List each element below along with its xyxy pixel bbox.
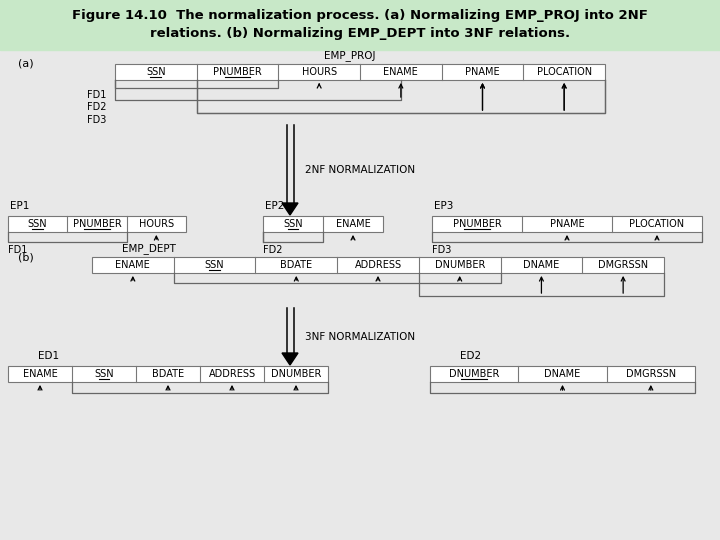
Text: PNUMBER: PNUMBER	[453, 219, 501, 229]
Text: BDATE: BDATE	[280, 260, 312, 270]
Bar	[0, 0, 720, 50]
Text: BDATE: BDATE	[152, 369, 184, 379]
Text: FD2: FD2	[87, 102, 107, 112]
Bar	[430, 366, 695, 382]
Text: DNAME: DNAME	[523, 260, 559, 270]
Text: SSN: SSN	[204, 260, 225, 270]
Bar	[8, 216, 186, 232]
Text: HOURS: HOURS	[139, 219, 174, 229]
Text: SSN: SSN	[94, 369, 114, 379]
Polygon shape	[282, 203, 298, 215]
Text: DMGRSSN: DMGRSSN	[598, 260, 648, 270]
Text: DNUMBER: DNUMBER	[435, 260, 485, 270]
Text: 3NF NORMALIZATION: 3NF NORMALIZATION	[305, 332, 415, 341]
Text: relations. (b) Normalizing EMP_DEPT into 3NF relations.: relations. (b) Normalizing EMP_DEPT into…	[150, 26, 570, 39]
Text: EMP_DEPT: EMP_DEPT	[122, 243, 176, 254]
Text: FD1: FD1	[8, 245, 27, 255]
Text: HOURS: HOURS	[302, 67, 337, 77]
Text: DMGRSSN: DMGRSSN	[626, 369, 676, 379]
Text: ENAME: ENAME	[336, 219, 370, 229]
Text: (b): (b)	[18, 253, 34, 263]
Text: SSN: SSN	[146, 67, 166, 77]
Bar	[432, 216, 702, 232]
Text: ADDRESS: ADDRESS	[208, 369, 256, 379]
Text: ENAME: ENAME	[115, 260, 150, 270]
Text: PNAME: PNAME	[549, 219, 585, 229]
Text: SSN: SSN	[283, 219, 303, 229]
Text: 2NF NORMALIZATION: 2NF NORMALIZATION	[305, 165, 415, 175]
Text: FD2: FD2	[263, 245, 282, 255]
Text: FD3: FD3	[87, 115, 107, 125]
Text: PNUMBER: PNUMBER	[73, 219, 122, 229]
Text: DNUMBER: DNUMBER	[271, 369, 321, 379]
Text: ED2: ED2	[460, 351, 481, 361]
Text: EMP_PROJ: EMP_PROJ	[324, 50, 376, 61]
Text: PLOCATION: PLOCATION	[629, 219, 685, 229]
Text: (a): (a)	[18, 59, 34, 69]
Text: FD1: FD1	[87, 90, 107, 100]
Bar	[8, 366, 328, 382]
Text: SSN: SSN	[28, 219, 48, 229]
Text: Figure 14.10  The normalization process. (a) Normalizing EMP_PROJ into 2NF: Figure 14.10 The normalization process. …	[72, 9, 648, 22]
Text: PNUMBER: PNUMBER	[213, 67, 262, 77]
Text: ENAME: ENAME	[384, 67, 418, 77]
Text: DNAME: DNAME	[544, 369, 580, 379]
Text: PNAME: PNAME	[465, 67, 500, 77]
Bar	[92, 257, 664, 273]
Text: PLOCATION: PLOCATION	[536, 67, 592, 77]
Text: ENAME: ENAME	[22, 369, 58, 379]
Text: EP2: EP2	[265, 201, 284, 211]
Bar	[263, 216, 383, 232]
Text: EP3: EP3	[434, 201, 454, 211]
Text: DNUMBER: DNUMBER	[449, 369, 500, 379]
Text: FD3: FD3	[432, 245, 451, 255]
Polygon shape	[282, 353, 298, 365]
Text: ADDRESS: ADDRESS	[354, 260, 402, 270]
Text: ED1: ED1	[38, 351, 59, 361]
Text: EP1: EP1	[10, 201, 30, 211]
Bar	[115, 64, 605, 80]
